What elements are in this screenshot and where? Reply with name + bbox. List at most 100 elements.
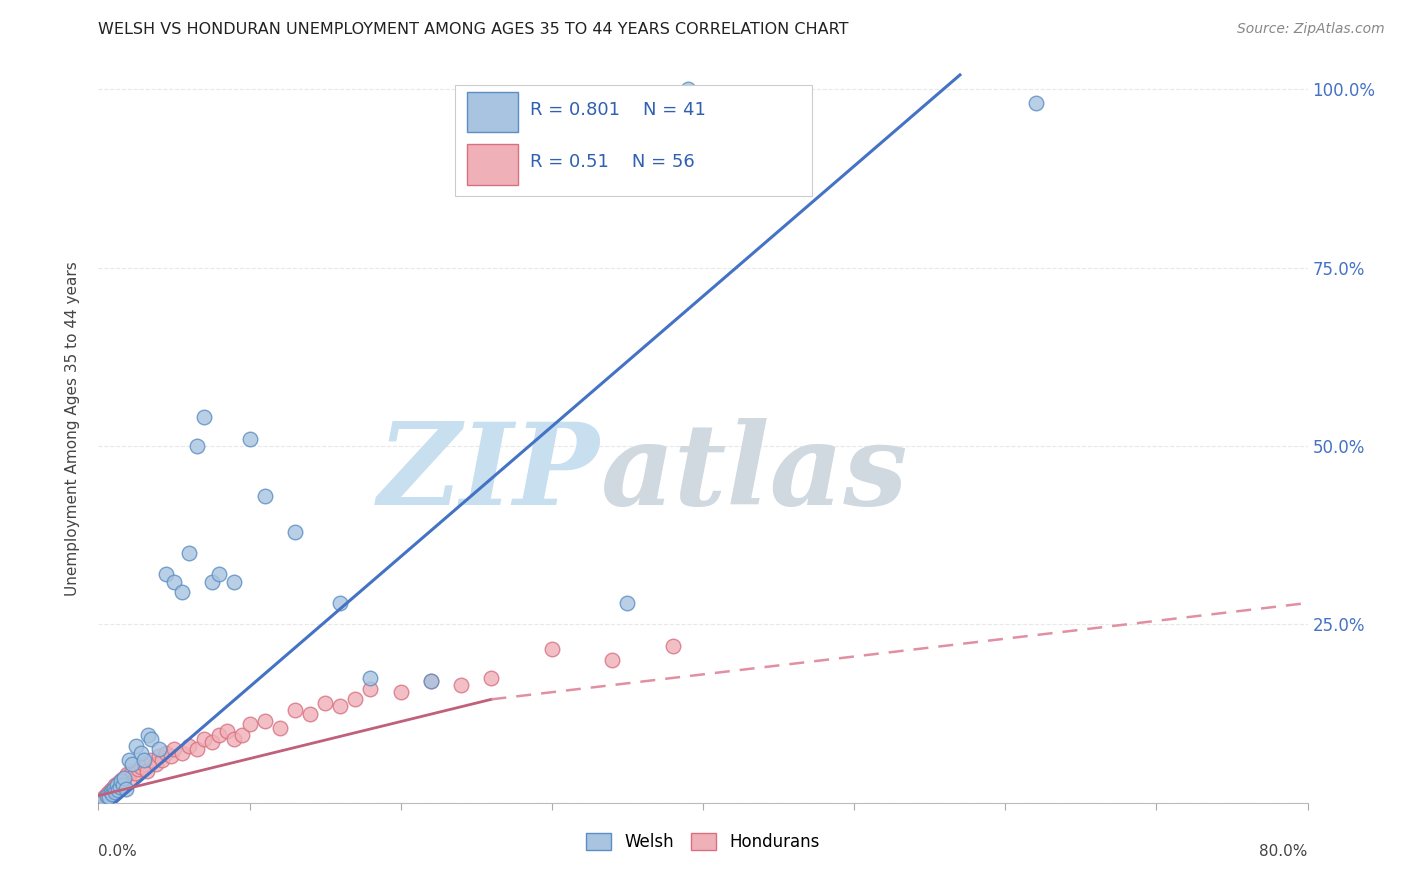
FancyBboxPatch shape (467, 145, 517, 185)
Point (108, 780, 131, 794)
Point (676, 82, 699, 96)
Point (179, 546, 201, 560)
Point (121, 756, 143, 771)
Point (329, 699, 352, 714)
Point (118, 753, 141, 767)
Text: Source: ZipAtlas.com: Source: ZipAtlas.com (1237, 22, 1385, 37)
Point (110, 774, 132, 789)
Text: 80.0%: 80.0% (1260, 844, 1308, 859)
Point (201, 735, 224, 749)
Point (239, 717, 262, 731)
Point (269, 721, 291, 735)
Point (103, 781, 125, 796)
Point (616, 596, 638, 610)
Point (224, 574, 246, 589)
Point (114, 781, 136, 796)
Point (160, 749, 183, 764)
Point (299, 706, 322, 721)
Point (329, 596, 352, 610)
Point (104, 785, 127, 799)
Point (540, 642, 562, 657)
Point (179, 739, 201, 753)
Point (170, 746, 193, 760)
Y-axis label: Unemployment Among Ages 35 to 44 years: Unemployment Among Ages 35 to 44 years (65, 260, 80, 596)
Point (132, 756, 155, 771)
Point (208, 567, 231, 582)
Point (96, 789, 118, 803)
Point (129, 746, 152, 760)
Point (104, 778, 127, 792)
Point (360, 671, 382, 685)
Point (224, 731, 246, 746)
Point (110, 772, 132, 787)
Point (208, 728, 231, 742)
Point (150, 753, 173, 767)
Point (163, 574, 186, 589)
Point (105, 781, 128, 796)
Point (124, 765, 146, 780)
Point (111, 778, 134, 792)
Point (420, 674, 443, 689)
Point (114, 769, 136, 783)
Point (136, 728, 159, 742)
Text: atlas: atlas (600, 417, 908, 529)
Point (450, 678, 472, 692)
Point (111, 774, 134, 789)
Point (193, 731, 215, 746)
Point (163, 742, 186, 756)
Point (420, 674, 443, 689)
Point (94, 789, 117, 803)
Point (148, 749, 170, 764)
Point (602, 653, 624, 667)
Point (93, 792, 115, 806)
Point (201, 574, 224, 589)
Point (284, 524, 307, 539)
Point (105, 778, 128, 792)
Point (284, 703, 307, 717)
Point (186, 439, 208, 453)
Point (344, 692, 367, 706)
Point (661, 639, 683, 653)
Point (93, 790, 115, 805)
Point (135, 764, 157, 778)
Text: R = 0.801    N = 41: R = 0.801 N = 41 (530, 101, 706, 119)
Point (112, 771, 135, 785)
Point (360, 681, 382, 696)
Point (103, 780, 125, 794)
Point (654, 93, 676, 107)
Point (132, 753, 155, 767)
Point (155, 567, 177, 582)
Point (253, 714, 276, 728)
Point (125, 739, 148, 753)
Point (186, 742, 208, 756)
Point (112, 771, 135, 785)
Point (121, 764, 143, 778)
Point (98, 790, 121, 805)
Point (107, 776, 129, 790)
Point (115, 767, 138, 781)
FancyBboxPatch shape (467, 92, 517, 132)
Text: ZIP: ZIP (378, 417, 600, 529)
Point (96, 787, 118, 801)
Point (100, 783, 122, 797)
Point (91, 792, 114, 806)
Legend: Welsh, Hondurans: Welsh, Hondurans (579, 827, 827, 858)
Point (148, 742, 170, 756)
Text: 0.0%: 0.0% (98, 844, 138, 859)
Point (101, 787, 124, 801)
Point (170, 585, 193, 599)
Point (231, 728, 253, 742)
Point (101, 781, 124, 796)
Point (98, 785, 121, 799)
FancyBboxPatch shape (456, 85, 811, 196)
Point (145, 756, 167, 771)
Text: WELSH VS HONDURAN UNEMPLOYMENT AMONG AGES 35 TO 44 YEARS CORRELATION CHART: WELSH VS HONDURAN UNEMPLOYMENT AMONG AGE… (98, 22, 849, 37)
Point (215, 724, 238, 739)
Point (155, 746, 177, 760)
Point (314, 696, 336, 710)
Point (108, 778, 131, 792)
Point (1024, 96, 1046, 111)
Point (100, 785, 122, 799)
Point (107, 783, 129, 797)
Point (193, 410, 215, 425)
